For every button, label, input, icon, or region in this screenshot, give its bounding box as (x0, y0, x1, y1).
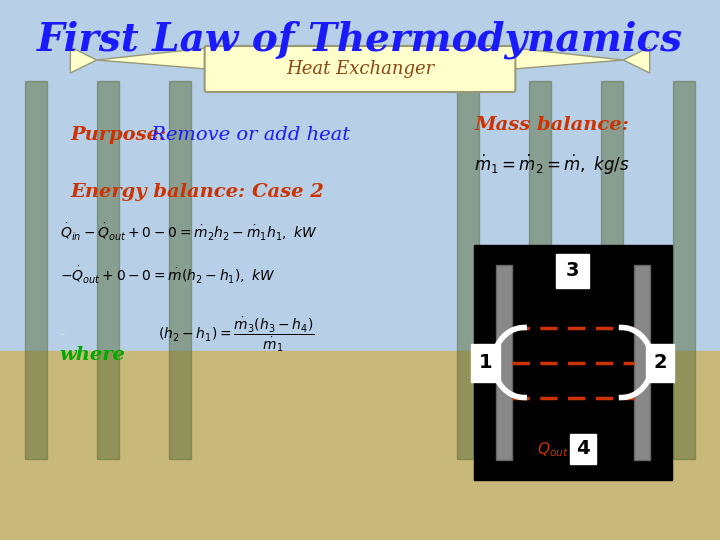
Bar (457, 81, 479, 459)
Bar (169, 81, 191, 459)
Text: Mass balance:: Mass balance: (474, 116, 629, 134)
Bar (496, 265, 512, 460)
Polygon shape (513, 48, 624, 69)
Bar (634, 265, 649, 460)
Text: $-\dot{Q}_{out}+0-0=\dot{m}(h_2-h_1),\ kW$: $-\dot{Q}_{out}+0-0=\dot{m}(h_2-h_1),\ k… (60, 265, 276, 286)
Bar (673, 81, 695, 459)
Text: 3: 3 (566, 261, 579, 280)
Text: $\dot{Q}_{in}-\dot{Q}_{out}+0-0=\dot{m}_2 h_2 - \dot{m}_1 h_1,\ kW$: $\dot{Q}_{in}-\dot{Q}_{out}+0-0=\dot{m}_… (60, 221, 318, 242)
Text: Remove or add heat: Remove or add heat (145, 126, 350, 144)
Bar (529, 81, 551, 459)
FancyBboxPatch shape (204, 46, 516, 92)
FancyBboxPatch shape (472, 343, 500, 381)
Bar (25, 81, 47, 459)
Bar (601, 81, 623, 459)
Text: 4: 4 (576, 440, 590, 458)
Text: Purpose:: Purpose: (71, 126, 166, 144)
Polygon shape (96, 48, 207, 69)
Bar (474, 245, 672, 480)
Text: where: where (60, 346, 126, 364)
Text: $(h_2-h_1)=\dfrac{\dot{m}_3(h_3-h_4)}{\dot{m}_1}$: $(h_2-h_1)=\dfrac{\dot{m}_3(h_3-h_4)}{\d… (158, 316, 315, 354)
Bar (97, 81, 119, 459)
Text: Heat Exchanger: Heat Exchanger (286, 60, 434, 78)
Text: 2: 2 (653, 353, 667, 372)
FancyBboxPatch shape (570, 434, 596, 464)
Polygon shape (624, 47, 649, 73)
Polygon shape (71, 47, 96, 73)
Text: $Q_{out}$: $Q_{out}$ (537, 441, 569, 460)
Text: $\dot{m}_1 = \dot{m}_2 = \dot{m},\ kg/s$: $\dot{m}_1 = \dot{m}_2 = \dot{m},\ kg/s$ (474, 153, 630, 177)
FancyBboxPatch shape (646, 343, 674, 381)
Text: #00aa00: #00aa00 (60, 334, 66, 335)
Bar (0, 351, 720, 540)
Text: First Law of Thermodynamics: First Law of Thermodynamics (37, 21, 683, 59)
Text: 1: 1 (479, 353, 492, 372)
Bar (0, 0, 720, 351)
Text: Energy balance: Case 2: Energy balance: Case 2 (71, 183, 324, 201)
FancyBboxPatch shape (556, 254, 589, 288)
